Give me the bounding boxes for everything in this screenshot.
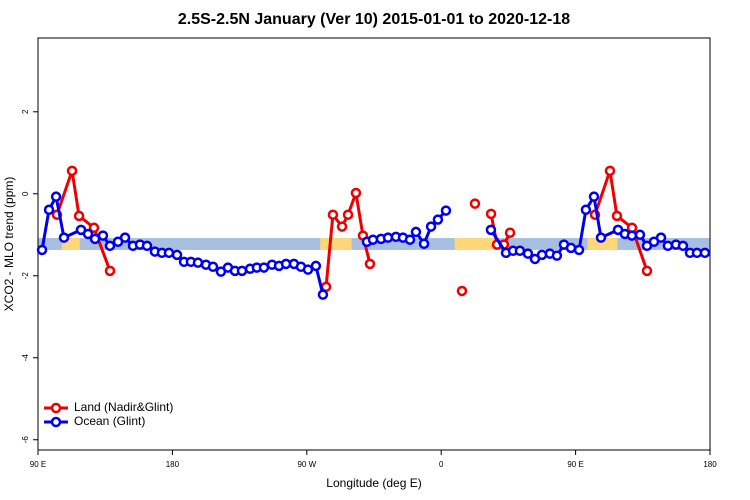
data-point <box>104 265 116 277</box>
x-tick-label: 90 E <box>30 460 46 469</box>
data-point <box>410 226 422 238</box>
data-point <box>163 247 175 259</box>
chart-title: 2.5S-2.5N January (Ver 10) 2015-01-01 to… <box>178 11 570 28</box>
data-point <box>73 210 85 222</box>
data-point <box>485 208 497 220</box>
data-point <box>662 240 674 252</box>
series-line <box>55 170 649 287</box>
data-point <box>342 209 354 220</box>
x-tick-label: 90 E <box>567 460 583 469</box>
data-point <box>192 257 204 268</box>
data-point <box>327 209 339 220</box>
data-point <box>641 265 653 277</box>
land-band <box>587 238 618 250</box>
data-point <box>604 165 616 177</box>
data-point <box>50 191 62 202</box>
data-point <box>504 227 516 238</box>
data-point <box>36 244 48 256</box>
data-point <box>595 232 607 243</box>
data-point <box>317 289 329 300</box>
data-point <box>573 244 585 256</box>
data-point <box>404 234 416 245</box>
x-tick-label: 180 <box>703 460 717 469</box>
data-point <box>580 204 592 216</box>
data-point <box>141 240 153 252</box>
land-band <box>320 238 352 250</box>
x-tick-label: 180 <box>166 460 180 469</box>
data-point <box>66 165 78 177</box>
data-point <box>171 249 183 261</box>
legend-label: Land (Nadir&Glint) <box>74 400 173 414</box>
y-tick-label: -2 <box>21 272 30 280</box>
y-axis-label: XCO2 - MLO trend (ppm) <box>2 177 16 312</box>
data-point <box>418 238 430 250</box>
data-point <box>88 222 100 234</box>
data-point <box>588 191 600 202</box>
data-point <box>432 214 444 225</box>
data-point <box>258 262 270 273</box>
x-tick-label: 0 <box>439 460 444 469</box>
data-point <box>655 232 667 243</box>
data-point <box>440 205 452 216</box>
legend-marker <box>50 416 62 428</box>
data-point <box>302 264 314 275</box>
data-point <box>119 232 131 243</box>
data-point <box>58 232 70 243</box>
land-band <box>454 238 497 250</box>
data-point <box>336 221 348 232</box>
x-tick-label: 90 W <box>297 460 316 469</box>
y-tick-label: -6 <box>21 436 30 444</box>
x-axis-label: Longitude (deg E) <box>326 476 421 490</box>
data-point <box>514 245 526 257</box>
data-point <box>626 230 638 241</box>
legend-label: Ocean (Glint) <box>74 414 145 428</box>
data-point <box>611 210 623 222</box>
data-point <box>367 234 379 245</box>
data-point <box>364 258 376 270</box>
data-point <box>565 242 577 254</box>
data-point <box>310 260 322 272</box>
data-point <box>522 248 534 259</box>
data-point <box>551 250 563 261</box>
data-point <box>82 228 94 240</box>
data-point <box>104 240 116 252</box>
data-point <box>485 224 497 236</box>
y-tick-label: 2 <box>21 109 30 114</box>
land-band <box>61 238 80 250</box>
plot-frame <box>37 37 711 451</box>
data-point <box>207 261 219 273</box>
data-point <box>350 187 362 199</box>
legend-marker <box>50 402 62 414</box>
data-point <box>425 221 437 232</box>
data-point <box>456 285 468 297</box>
data-point <box>677 240 689 252</box>
data-point <box>97 230 109 241</box>
y-tick-label: 0 <box>21 191 30 196</box>
y-tick-label: -4 <box>21 354 30 362</box>
data-point <box>634 229 646 241</box>
data-point <box>43 204 55 216</box>
data-point <box>236 265 248 277</box>
data-point <box>469 198 481 209</box>
data-point <box>699 247 711 259</box>
data-point <box>536 249 548 261</box>
